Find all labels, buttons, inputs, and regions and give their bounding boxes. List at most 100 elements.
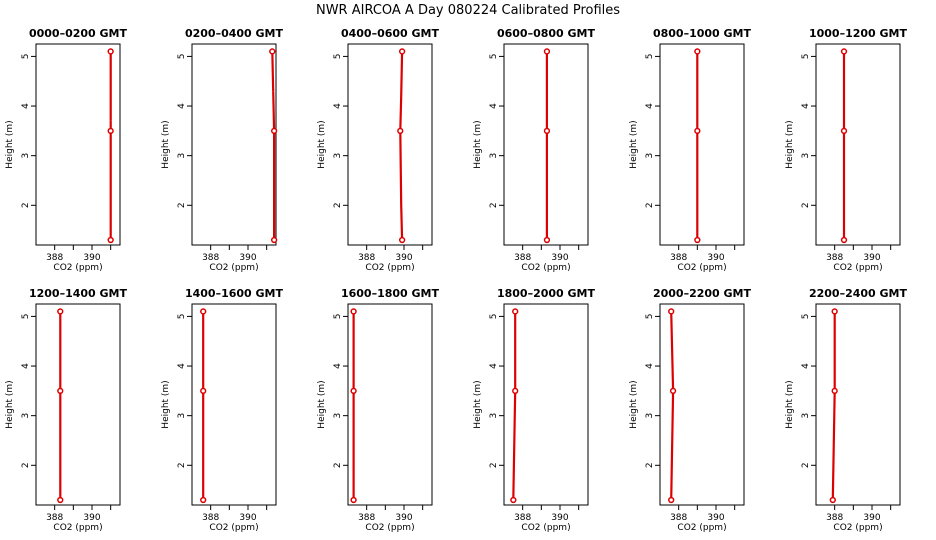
y-axis-label: Height (m)	[161, 120, 171, 168]
profile-line	[399, 51, 404, 131]
y-tick-label: 5	[489, 314, 499, 320]
y-tick-label: 5	[333, 54, 343, 60]
x-tick-label: 388	[514, 513, 531, 523]
profile-line	[831, 390, 836, 501]
panel-title: 0800–1000 GMT	[653, 27, 752, 40]
data-point	[831, 308, 838, 315]
y-axis-label: Height (m)	[785, 380, 795, 428]
y-tick-label: 4	[645, 363, 655, 369]
y-tick-label: 5	[21, 314, 31, 320]
profile-panel: 0600–0800 GMT 388 390 2 3 4 5 CO2 (ppm) Height (…	[473, 27, 596, 273]
y-tick-label: 2	[645, 462, 655, 468]
data-point	[350, 496, 357, 504]
y-tick-label: 5	[177, 54, 187, 60]
y-tick-label: 5	[177, 314, 187, 320]
panel-title: 0200–0400 GMT	[185, 27, 284, 40]
x-axis-label: CO2 (ppm)	[677, 263, 726, 273]
data-point	[57, 496, 64, 504]
profile-panel: 1400–1600 GMT 388 390 2 3 4 5 CO2 (ppm) Height (…	[161, 287, 284, 533]
x-axis-label: CO2 (ppm)	[833, 523, 882, 533]
y-tick-label: 3	[21, 153, 31, 159]
x-axis-label: CO2 (ppm)	[365, 263, 414, 273]
panel-title: 1800–2000 GMT	[497, 287, 596, 300]
y-tick-label: 3	[489, 413, 499, 419]
profile-line	[512, 390, 517, 501]
x-tick-label: 388	[670, 513, 687, 523]
profile-line	[271, 51, 275, 92]
y-tick-label: 5	[801, 314, 811, 320]
x-tick-label: 390	[863, 513, 880, 523]
y-axis-label: Height (m)	[161, 380, 171, 428]
x-axis-label: CO2 (ppm)	[521, 523, 570, 533]
x-tick-label: 388	[202, 513, 219, 523]
y-axis-label: Height (m)	[629, 120, 639, 168]
plot-frame	[347, 303, 433, 506]
x-tick-label: 388	[46, 513, 63, 523]
data-point	[397, 127, 404, 135]
y-tick-label: 5	[21, 54, 31, 60]
y-tick-label: 2	[177, 202, 187, 208]
data-point	[398, 236, 406, 244]
x-tick-label: 388	[358, 513, 375, 523]
y-tick-label: 3	[489, 153, 499, 159]
x-axis-label: CO2 (ppm)	[53, 263, 102, 273]
y-tick-label: 2	[645, 202, 655, 208]
x-tick-label: 388	[514, 253, 531, 263]
panel-title: 1000–1200 GMT	[809, 27, 908, 40]
data-point	[350, 387, 357, 395]
plot-frame	[503, 43, 589, 246]
y-tick-label: 4	[801, 363, 811, 369]
figure-title: NWR AIRCOA A Day 080224 Calibrated Profi…	[316, 3, 620, 18]
y-tick-label: 2	[177, 462, 187, 468]
x-tick-label: 390	[395, 513, 412, 523]
x-axis-label: CO2 (ppm)	[365, 523, 414, 533]
x-axis-label: CO2 (ppm)	[53, 523, 102, 533]
y-tick-label: 4	[21, 363, 31, 369]
plot-frame	[815, 303, 901, 506]
panel-title: 1400–1600 GMT	[185, 287, 284, 300]
panel-title: 0600–0800 GMT	[497, 27, 596, 40]
y-axis-label: Height (m)	[5, 380, 15, 428]
profile-line	[670, 390, 675, 501]
data-point	[669, 387, 677, 395]
data-point	[512, 308, 519, 315]
x-tick-label: 388	[826, 253, 843, 263]
y-tick-label: 4	[489, 103, 499, 109]
x-axis-label: CO2 (ppm)	[833, 263, 882, 273]
y-tick-label: 2	[801, 202, 811, 208]
x-axis-label: CO2 (ppm)	[209, 263, 258, 273]
data-point	[668, 496, 675, 504]
data-point	[510, 496, 517, 504]
data-point	[543, 127, 551, 135]
panels-grid: 0000–0200 GMT 388 390 2 3 4 5 CO2 (ppm) Height (…	[5, 27, 908, 533]
data-point	[107, 236, 114, 244]
data-point	[543, 236, 551, 244]
y-tick-label: 2	[801, 462, 811, 468]
data-point	[270, 127, 278, 135]
profile-panel: 1000–1200 GMT 388 390 2 3 4 5 CO2 (ppm) Height (…	[785, 27, 908, 273]
y-tick-label: 3	[801, 153, 811, 159]
x-tick-label: 390	[83, 513, 100, 523]
profile-line	[272, 91, 276, 240]
x-tick-label: 390	[83, 253, 100, 263]
profile-panel: 2000–2200 GMT 388 390 2 3 4 5 CO2 (ppm) Height (…	[629, 287, 752, 533]
data-point	[694, 236, 701, 244]
data-point	[840, 127, 848, 135]
data-point	[668, 308, 675, 315]
data-point	[107, 127, 114, 135]
plot-frame	[659, 43, 745, 246]
x-tick-label: 388	[826, 513, 843, 523]
x-axis-label: CO2 (ppm)	[677, 523, 726, 533]
x-axis-label: CO2 (ppm)	[521, 263, 570, 273]
y-tick-label: 3	[177, 413, 187, 419]
data-point	[694, 48, 701, 55]
panel-title: 0400–0600 GMT	[341, 27, 440, 40]
data-point	[200, 496, 207, 504]
y-tick-label: 5	[801, 54, 811, 60]
panel-title: 0000–0200 GMT	[29, 27, 128, 40]
y-tick-label: 2	[489, 202, 499, 208]
x-tick-label: 390	[239, 513, 256, 523]
data-point	[543, 48, 551, 55]
panel-title: 1600–1800 GMT	[341, 287, 440, 300]
y-axis-label: Height (m)	[473, 120, 483, 168]
